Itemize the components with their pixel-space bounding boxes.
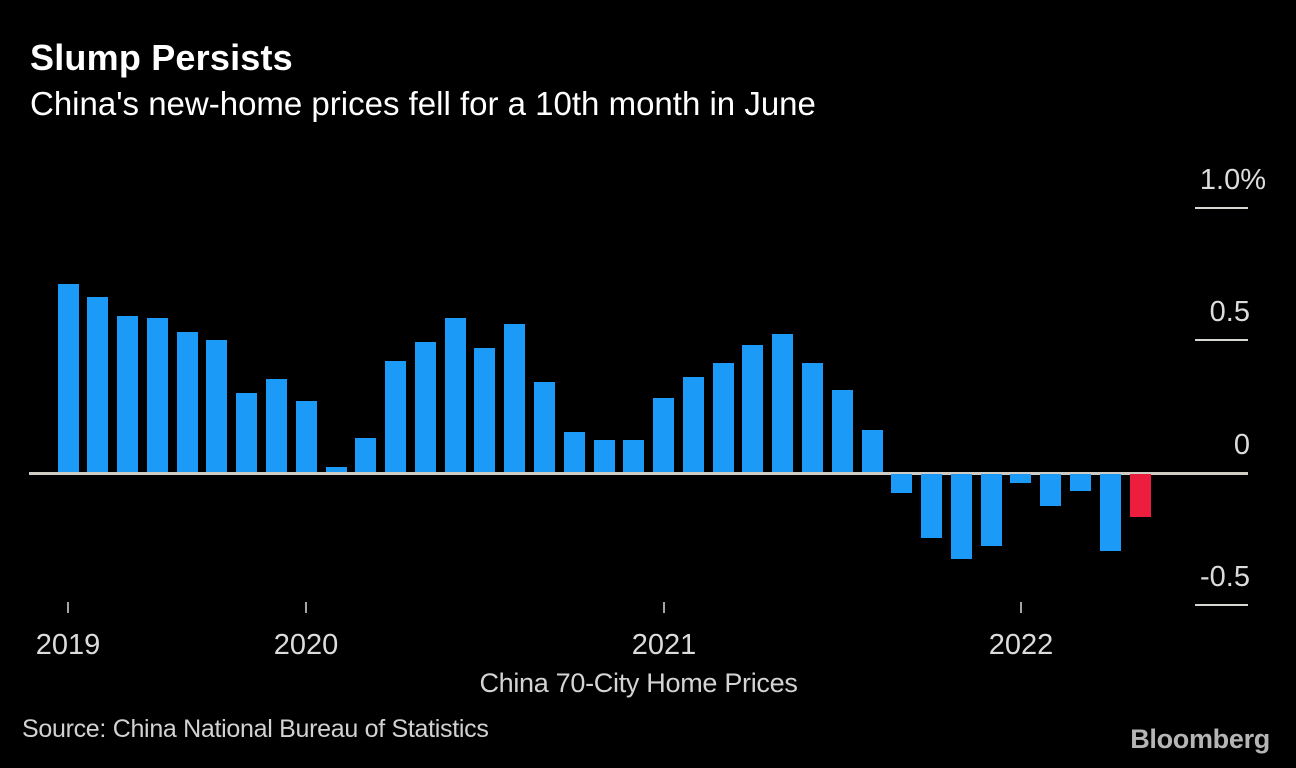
bar — [713, 363, 734, 472]
bar — [1070, 474, 1091, 491]
bar — [981, 474, 1002, 546]
bar — [951, 474, 972, 559]
bar — [772, 334, 793, 472]
bar — [415, 342, 436, 472]
bar — [742, 345, 763, 472]
bar-highlighted — [1130, 474, 1151, 517]
chart-footnote: China 70-City Home Prices — [479, 668, 798, 698]
y-gridline-tick — [1195, 604, 1248, 606]
bar — [177, 332, 198, 472]
y-gridline-tick — [1195, 339, 1248, 341]
bar — [266, 379, 287, 472]
bar — [832, 390, 853, 472]
x-tick-mark — [67, 602, 69, 613]
chart-title: Slump Persists — [30, 37, 293, 78]
bar — [87, 297, 108, 472]
x-tick-label: 2020 — [273, 629, 339, 661]
y-tick-label: 0.5 — [1209, 296, 1250, 328]
source-note: Source: China National Bureau of Statist… — [22, 715, 489, 743]
chart-subtitle: China's new-home prices fell for a 10th … — [30, 85, 816, 122]
x-tick-label: 2019 — [35, 629, 101, 661]
zero-axis-line — [29, 472, 1248, 475]
bar — [504, 324, 525, 472]
x-tick-mark — [1020, 602, 1022, 613]
x-tick-label: 2022 — [988, 629, 1054, 661]
y-tick-label: 0 — [1233, 429, 1250, 461]
x-tick-mark — [663, 602, 665, 613]
bar — [58, 284, 79, 472]
bar — [921, 474, 942, 538]
bloomberg-logo: Bloomberg — [1130, 724, 1270, 754]
bar — [236, 393, 257, 472]
bar — [594, 440, 615, 472]
bar — [326, 467, 347, 472]
y-tick-label: 1.0% — [1199, 164, 1266, 196]
bar — [385, 361, 406, 472]
bar — [474, 348, 495, 472]
bar — [1040, 474, 1061, 506]
bar — [653, 398, 674, 472]
bar — [445, 318, 466, 472]
bar — [564, 432, 585, 472]
bar — [891, 474, 912, 493]
x-tick-label: 2021 — [631, 629, 697, 661]
bar — [623, 440, 644, 472]
bar — [862, 430, 883, 472]
bar — [296, 401, 317, 472]
bar — [683, 377, 704, 472]
bar — [1100, 474, 1121, 551]
x-tick-mark — [305, 602, 307, 613]
bar — [147, 318, 168, 472]
bar — [206, 340, 227, 472]
y-tick-label: -0.5 — [1200, 561, 1250, 593]
bar — [534, 382, 555, 472]
bar — [1010, 474, 1031, 483]
bar — [355, 438, 376, 472]
y-gridline-tick — [1195, 207, 1248, 209]
bar — [802, 363, 823, 472]
bar — [117, 316, 138, 472]
